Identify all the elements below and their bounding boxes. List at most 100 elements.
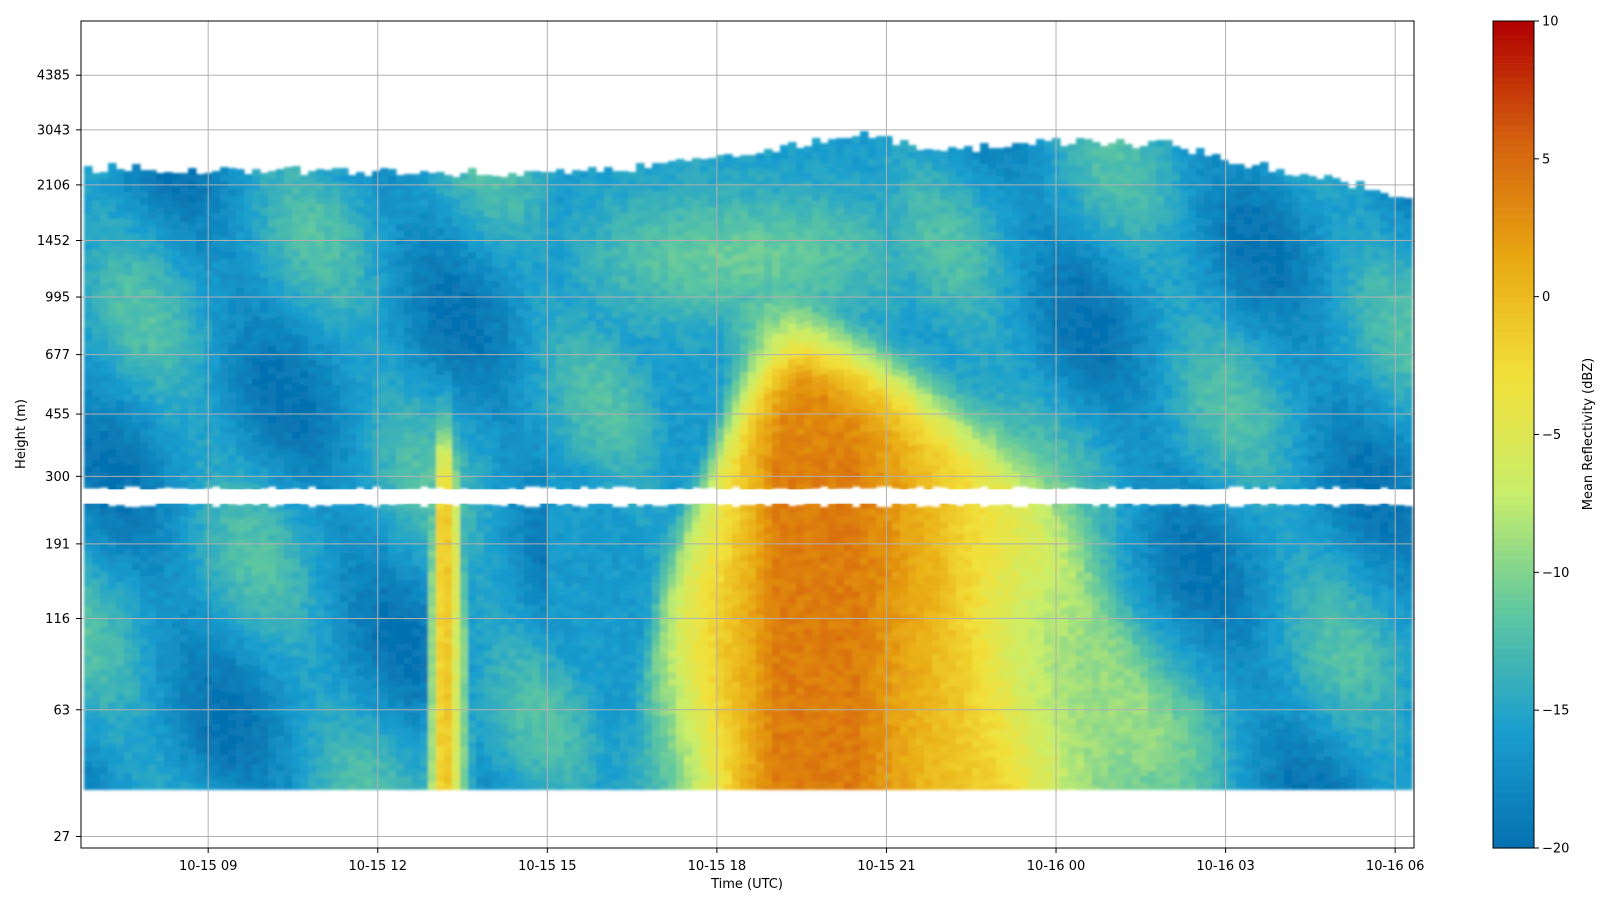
heatmap-cell-1677 xyxy=(236,344,245,352)
heatmap-cell-3943 xyxy=(444,448,453,456)
heatmap-cell-3973 xyxy=(444,672,453,680)
heatmap-cell-1121 xyxy=(180,719,189,727)
heatmap-cell-131 xyxy=(92,474,101,482)
heatmap-cell-2395 xyxy=(300,525,309,533)
heatmap-cell-1573 xyxy=(228,224,237,232)
heatmap-cell-4525 xyxy=(500,296,509,304)
heatmap-cell-4031 xyxy=(452,464,461,472)
heatmap-cell-4230 xyxy=(468,651,477,659)
heatmap-cell-2423 xyxy=(300,721,309,729)
heatmap-cell-3528 xyxy=(404,580,413,588)
heatmap-cell-452 xyxy=(124,276,133,284)
heatmap-cell-4613 xyxy=(508,306,517,314)
heatmap-cell-120 xyxy=(92,397,101,405)
heatmap-cell-3083 xyxy=(364,477,373,485)
heatmap-cell-1631 xyxy=(228,644,237,652)
heatmap-cell-897 xyxy=(164,354,173,362)
heatmap-cell-4750 xyxy=(516,673,525,681)
heatmap-cell-4154 xyxy=(460,733,469,741)
heatmap-cell-290 xyxy=(108,359,117,367)
heatmap-cell-1401 xyxy=(212,234,221,242)
heatmap-cell-1792 xyxy=(244,559,253,567)
heatmap-cell-492 xyxy=(124,577,133,585)
heatmap-cell-3429 xyxy=(396,476,405,484)
heatmap-cell-616 xyxy=(140,212,149,220)
heatmap-cell-2798 xyxy=(340,294,349,302)
heatmap-cell-795 xyxy=(156,250,165,258)
heatmap-cell-155 xyxy=(92,656,101,664)
heatmap-cell-438 xyxy=(124,178,133,186)
heatmap-cell-1645 xyxy=(228,742,237,750)
heatmap-cell-1545 xyxy=(220,650,229,658)
heatmap-cell-3070 xyxy=(364,386,373,394)
heatmap-cell-4849 xyxy=(524,766,533,774)
heatmap-cell-4488 xyxy=(492,652,501,660)
heatmap-cell-789 xyxy=(156,208,165,216)
heatmap-cell-835 xyxy=(156,544,165,552)
heatmap-cell-2851 xyxy=(340,679,349,687)
heatmap-cell-3020 xyxy=(356,655,365,663)
heatmap-cell-4216 xyxy=(468,553,477,561)
heatmap-cell-416 xyxy=(116,645,125,653)
heatmap-cell-3928 xyxy=(444,343,453,351)
heatmap-cell-4577 xyxy=(500,674,509,682)
heatmap-cell-1907 xyxy=(252,757,261,765)
heatmap-cell-1612 xyxy=(228,511,237,519)
heatmap-cell-2796 xyxy=(340,280,349,288)
heatmap-cell-3850 xyxy=(436,403,445,411)
heatmap-cell-474 xyxy=(124,430,133,438)
heatmap-cell-4311 xyxy=(476,616,485,624)
heatmap-cell-1729 xyxy=(236,722,245,730)
heatmap-cell-1984 xyxy=(260,691,269,699)
heatmap-cell-3738 xyxy=(428,229,437,237)
heatmap-cell-4316 xyxy=(476,651,485,659)
heatmap-cell-72 xyxy=(84,684,93,692)
heatmap-cell-642 xyxy=(140,394,149,402)
heatmap-cell-4767 xyxy=(524,171,533,179)
heatmap-cell-198 xyxy=(100,333,109,341)
heatmap-cell-4939 xyxy=(540,172,549,180)
heatmap-cell-4501 xyxy=(492,743,501,751)
heatmap-cell-1698 xyxy=(236,505,245,513)
heatmap-cell-4010 xyxy=(452,317,461,325)
heatmap-cell-4530 xyxy=(500,331,509,339)
heatmap-cell-3117 xyxy=(364,729,373,737)
heatmap-cell-4697 xyxy=(516,288,525,296)
heatmap-cell-4357 xyxy=(484,322,493,330)
heatmap-cell-1733 xyxy=(236,750,245,758)
heatmap-cell-1742 xyxy=(244,195,253,203)
heatmap-cell-1881 xyxy=(252,575,261,583)
heatmap-cell-623 xyxy=(140,261,149,269)
heatmap-cell-2240 xyxy=(284,657,293,665)
heatmap-cell-3349 xyxy=(388,533,397,541)
heatmap-cell-2301 xyxy=(292,460,301,468)
heatmap-cell-185 xyxy=(100,242,109,250)
heatmap-cell-3358 xyxy=(388,596,397,604)
heatmap-cell-2750 xyxy=(332,581,341,589)
heatmap-cell-901 xyxy=(164,382,173,390)
heatmap-cell-2077 xyxy=(268,738,277,746)
heatmap-cell-2205 xyxy=(284,398,293,406)
heatmap-cell-681 xyxy=(140,681,149,689)
heatmap-cell-4512 xyxy=(500,205,509,213)
heatmap-cell-4913 xyxy=(532,612,541,620)
heatmap-cell-4076 xyxy=(460,173,469,181)
heatmap-cell-3858 xyxy=(436,459,445,467)
heatmap-cell-470 xyxy=(124,402,133,410)
heatmap-cell-774 xyxy=(148,723,157,731)
heatmap-cell-4847 xyxy=(524,752,533,760)
heatmap-cell-2042 xyxy=(268,472,277,480)
heatmap-cell-2932 xyxy=(348,644,357,652)
heatmap-cell-3899 xyxy=(436,760,445,768)
heatmap-cell-2023 xyxy=(268,339,277,347)
heatmap-cell-585 xyxy=(132,619,141,627)
heatmap-cell-1844 xyxy=(252,302,261,310)
heatmap-cell-928 xyxy=(164,585,173,593)
heatmap-cell-2284 xyxy=(292,341,301,349)
heatmap-cell-759 xyxy=(148,618,157,626)
heatmap-cell-3992 xyxy=(452,191,461,199)
heatmap-cell-2357 xyxy=(300,245,309,253)
heatmap-cell-1528 xyxy=(220,531,229,539)
heatmap-cell-793 xyxy=(156,236,165,244)
heatmap-cell-3399 xyxy=(396,266,405,274)
